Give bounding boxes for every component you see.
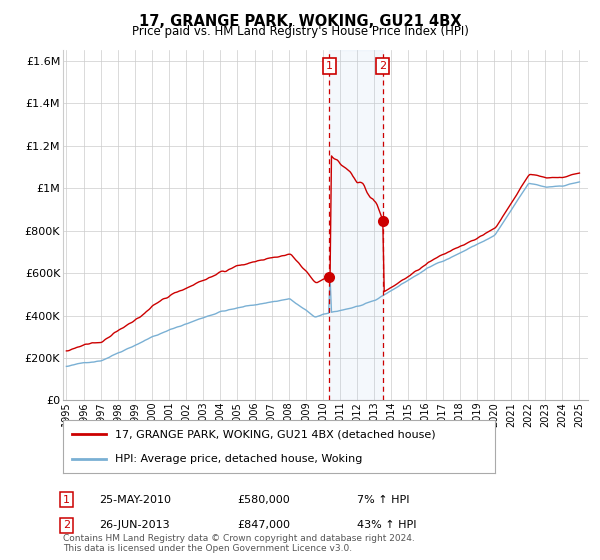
Bar	[329, 50, 383, 400]
Text: 17, GRANGE PARK, WOKING, GU21 4BX (detached house): 17, GRANGE PARK, WOKING, GU21 4BX (detac…	[115, 430, 436, 440]
Text: 2: 2	[63, 520, 70, 530]
Text: 1: 1	[63, 494, 70, 505]
Text: 43% ↑ HPI: 43% ↑ HPI	[357, 520, 416, 530]
Text: £847,000: £847,000	[237, 520, 290, 530]
Text: 1: 1	[326, 61, 333, 71]
Text: 17, GRANGE PARK, WOKING, GU21 4BX: 17, GRANGE PARK, WOKING, GU21 4BX	[139, 14, 461, 29]
Text: 26-JUN-2013: 26-JUN-2013	[99, 520, 170, 530]
Text: 7% ↑ HPI: 7% ↑ HPI	[357, 494, 409, 505]
Text: HPI: Average price, detached house, Woking: HPI: Average price, detached house, Woki…	[115, 454, 362, 464]
Text: £580,000: £580,000	[237, 494, 290, 505]
Text: Price paid vs. HM Land Registry's House Price Index (HPI): Price paid vs. HM Land Registry's House …	[131, 25, 469, 38]
Text: 25-MAY-2010: 25-MAY-2010	[99, 494, 171, 505]
Text: Contains HM Land Registry data © Crown copyright and database right 2024.
This d: Contains HM Land Registry data © Crown c…	[63, 534, 415, 553]
Text: 2: 2	[379, 61, 386, 71]
